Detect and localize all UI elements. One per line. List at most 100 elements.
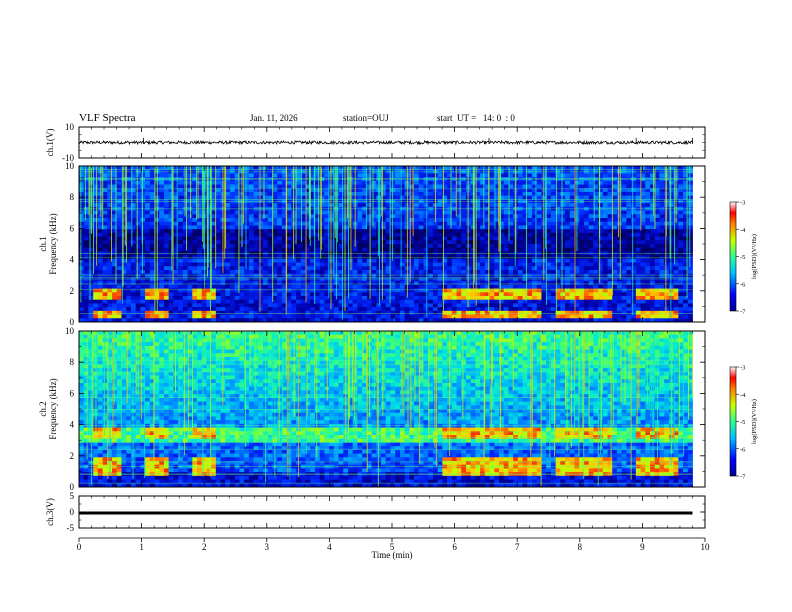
psd-cell [376,284,382,289]
psd-cell [428,225,434,230]
psd-cell [645,221,651,226]
psd-cell [130,303,137,308]
psd-cell [83,225,89,230]
psd-cell [659,292,665,297]
psd-cell [263,288,269,293]
psd-cell [343,225,349,230]
psd-cell [168,192,174,197]
psd-cell [135,262,141,267]
psd-cell [503,284,509,289]
psd-cell [338,180,344,185]
psd-cell [447,262,453,267]
psd-cell [645,266,651,271]
psd-cell [546,266,552,271]
psd-cell [546,281,552,286]
psd-cell [83,255,89,260]
psd-cell [442,288,448,293]
psd-cell [494,288,500,293]
psd-cell [230,180,236,185]
psd-cell [442,232,448,237]
y-tick-label: 10 [65,122,75,132]
psd-cell [659,284,665,289]
psd-cell [683,166,689,171]
psd-cell [470,299,476,304]
psd-cell [631,277,637,282]
psd-cell [244,247,250,252]
psd-cell [475,255,481,260]
psd-cell [499,225,505,230]
psd-cell [107,221,113,226]
psd-cell [499,288,505,293]
psd-cell [683,180,689,185]
psd-cell [602,255,608,260]
psd-cell [206,270,212,275]
psd-cell [428,192,434,197]
psd-cell [338,277,344,282]
psd-cell [371,210,377,215]
psd-cell [234,203,240,208]
psd-cell [187,166,193,171]
psd-cell [456,281,462,286]
psd-cell [517,232,523,237]
psd-cell [244,292,250,297]
psd-cell [314,299,321,304]
psd-cell [683,284,689,289]
psd-cell [428,221,434,226]
psd-cell [324,218,330,223]
psd-cell [211,303,217,308]
psd-cell [668,203,674,208]
psd-cell [517,262,523,267]
psd-cell [182,255,188,260]
psd-cell [423,192,429,197]
psd-cell [192,236,198,241]
psd-cell [645,288,651,293]
psd-cell [178,221,184,226]
psd-cell [319,214,325,219]
psd-cell [423,284,429,289]
psd-cell [258,262,264,267]
psd-cell [574,273,580,278]
psd-cell [565,258,571,263]
psd-cell [230,303,236,308]
psd-cell [371,229,377,234]
psd-cell [508,188,514,193]
psd-cell [329,221,335,226]
psd-cell [654,184,660,189]
psd-cell [635,214,641,219]
psd-cell [130,166,137,171]
psd-cell [314,255,321,260]
psd-cell [366,166,372,171]
psd-cell [437,180,443,185]
psd-cell [579,229,585,234]
psd-cell [432,284,439,289]
psd-cell [112,288,118,293]
psd-cell [130,258,137,263]
psd-cell [163,214,170,219]
psd-cell [579,258,585,263]
psd-cell [296,214,302,219]
psd-cell [234,273,240,278]
psd-cell [145,288,151,293]
psd-cell [560,281,566,286]
psd-cell [607,203,613,208]
psd-cell [569,247,575,252]
psd-cell [536,255,542,260]
psd-cell [329,166,335,171]
psd-cell [206,225,212,230]
psd-cell [347,296,354,301]
psd-cell [499,210,505,215]
psd-cell [508,180,514,185]
psd-cell [112,180,118,185]
psd-cell [362,236,368,241]
psd-cell [130,299,137,304]
psd-cell [277,284,283,289]
psd-cell [654,284,660,289]
psd-cell [602,232,608,237]
psd-cell [97,232,103,237]
psd-cell [579,221,585,226]
psd-cell [631,266,637,271]
psd-cell [546,240,552,245]
psd-cell [635,180,641,185]
psd-cell [343,232,349,237]
psd-cell [659,273,665,278]
